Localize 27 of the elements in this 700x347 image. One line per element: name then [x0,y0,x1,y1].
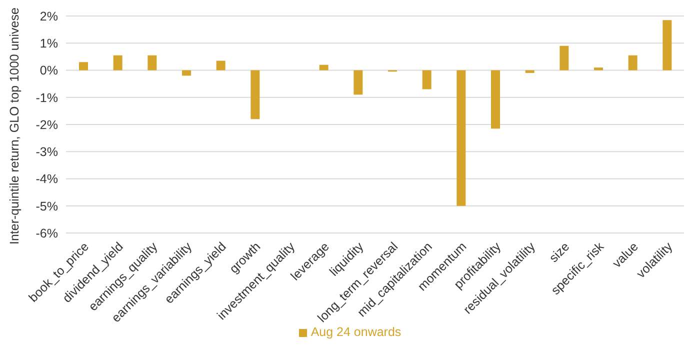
y-tick-label: -3% [36,145,58,160]
y-tick-label: 2% [40,9,58,24]
bar [456,70,466,206]
y-tick-label: 0% [40,64,58,78]
bar [148,55,157,70]
bar [560,46,569,70]
y-tick-label: 1% [40,36,58,51]
bar [422,70,432,90]
bar [79,62,88,70]
legend-label: Aug 24 onwards [310,325,402,339]
bar [182,70,191,76]
bar [216,60,226,70]
bar [113,55,122,70]
bar [319,64,328,70]
y-tick-label: -6% [36,226,58,240]
bar [662,20,672,70]
y-tick-label: -2% [36,118,58,132]
y-tick-label: -1% [36,90,58,105]
bar [250,70,260,120]
bar [491,70,500,129]
bar [525,70,534,73]
y-tick-label: -4% [36,172,58,186]
bar [354,70,363,95]
y-tick-label: -5% [36,199,58,214]
bar [594,68,603,70]
y-axis-title: Inter-quintile return, GLO top 1000 univese [7,8,22,244]
bar [628,55,638,70]
